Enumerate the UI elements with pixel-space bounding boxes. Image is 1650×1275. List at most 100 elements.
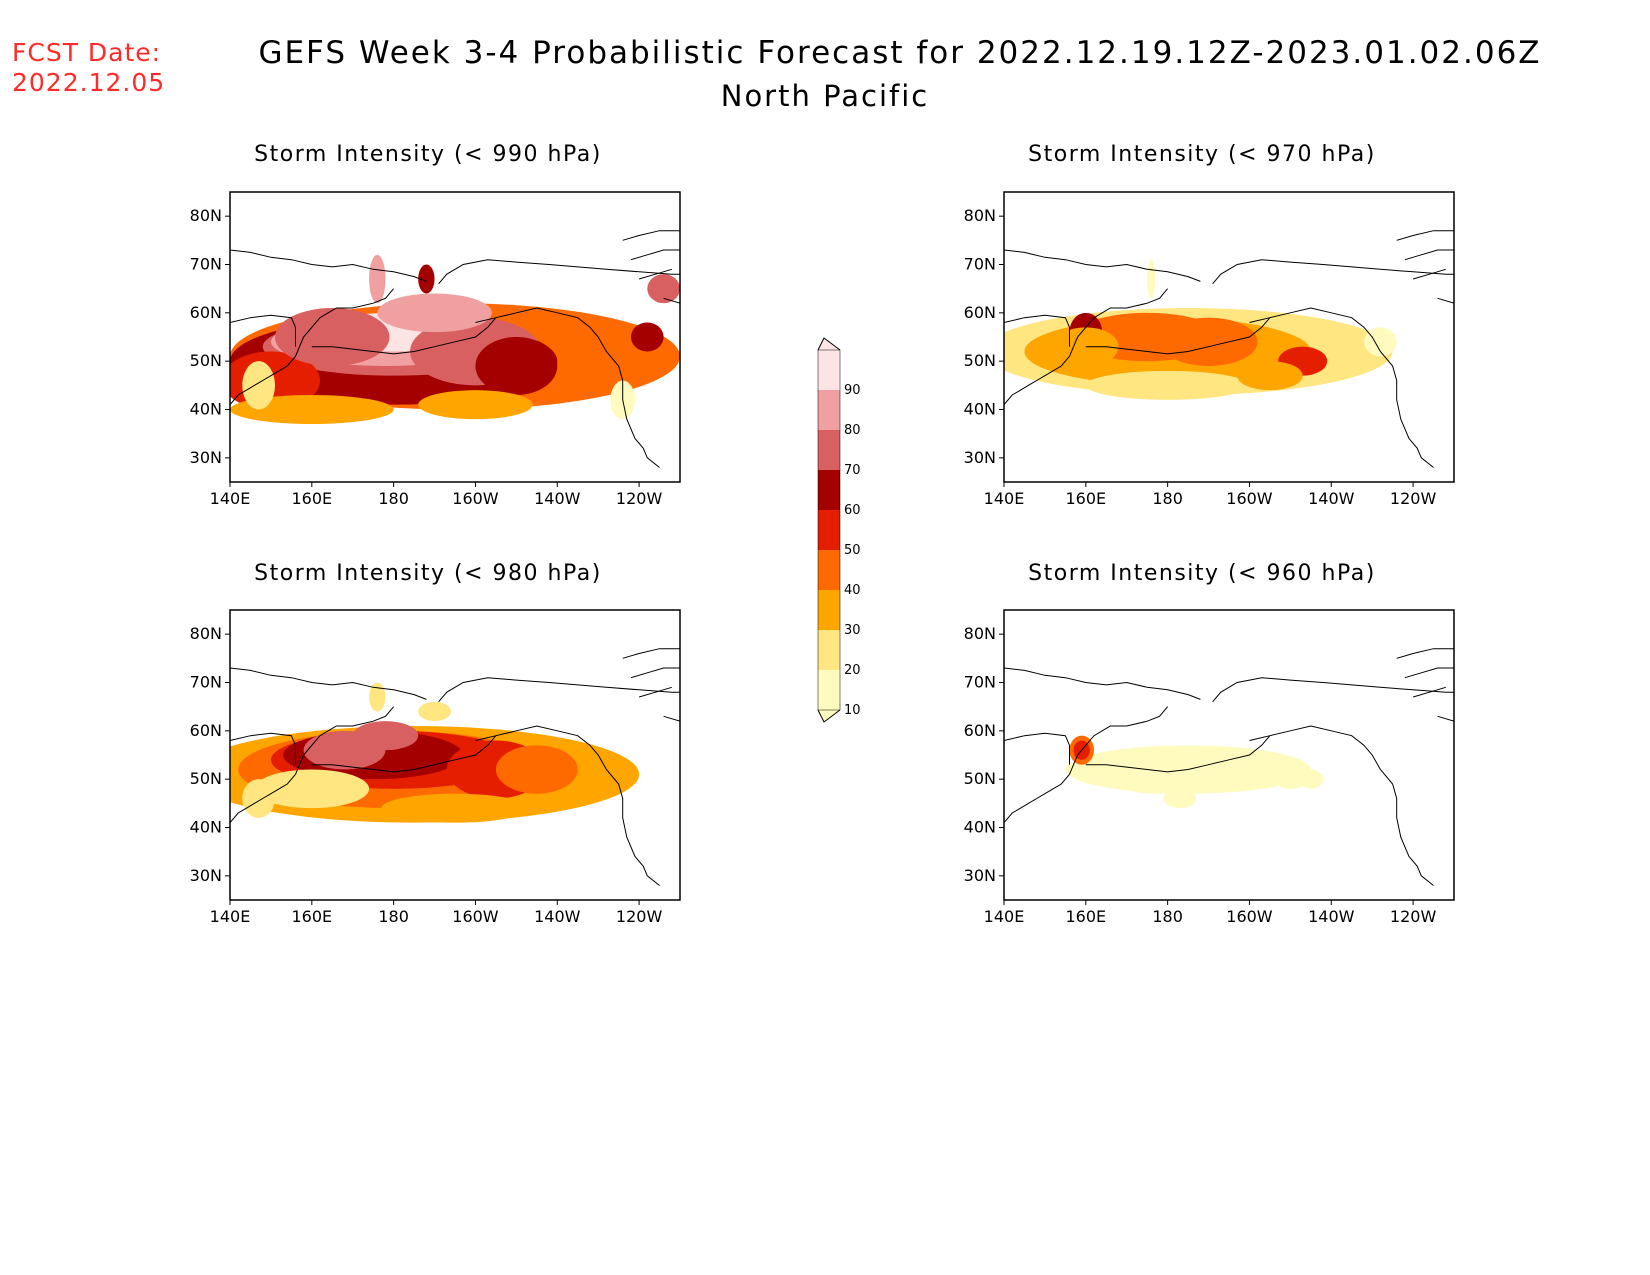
probability-contour: [1364, 327, 1397, 357]
probability-contour: [377, 293, 492, 333]
lat-tick-label: 30N: [964, 866, 996, 885]
coastline: [1412, 686, 1446, 698]
probability-contour: [352, 721, 419, 751]
lat-tick-label: 80N: [964, 206, 996, 225]
lon-tick-label: 140E: [210, 489, 251, 508]
lat-tick-label: 40N: [964, 818, 996, 837]
lon-tick-label: 160W: [452, 489, 499, 508]
probability-contour: [381, 793, 529, 823]
coastline: [1404, 667, 1454, 679]
probability-contour: [475, 337, 558, 395]
lon-tick-label: 160W: [1226, 489, 1273, 508]
lon-tick-label: 140W: [534, 489, 581, 508]
lon-tick-label: 160W: [452, 907, 499, 926]
coastline: [1085, 735, 1271, 773]
lon-tick-label: 180: [1152, 489, 1183, 508]
probability-contour: [275, 308, 390, 366]
coastline: [1004, 732, 1070, 765]
lon-tick-label: 160E: [1065, 489, 1106, 508]
lon-tick-label: 140W: [1308, 489, 1355, 508]
probability-contour: [369, 254, 386, 304]
colorbar-label: 10: [844, 703, 861, 718]
forecast-date-label: FCST Date: 2022.12.05: [12, 38, 165, 98]
map-frame: [1003, 191, 1455, 483]
coastline: [230, 249, 427, 282]
map-frame: [1003, 609, 1455, 901]
probability-contour: [1163, 788, 1197, 809]
map-frame: [229, 609, 681, 901]
panel-title-960: Storm Intensity (< 960 hPa): [1028, 561, 1376, 586]
coastline: [1412, 268, 1446, 280]
lat-tick-label: 80N: [190, 206, 222, 225]
fcst-label: FCST Date:: [12, 38, 162, 67]
coastline: [1437, 715, 1454, 722]
probability-contour: [418, 390, 533, 420]
coastline: [295, 288, 394, 357]
coastline: [622, 648, 680, 659]
colorbar-swatch: [818, 670, 840, 710]
coastline: [230, 355, 296, 406]
probability-contour: [1298, 769, 1324, 789]
colorbar-swatch: [818, 470, 840, 510]
coastline: [630, 249, 680, 261]
lon-tick-label: 140E: [210, 907, 251, 926]
fcst-date: 2022.12.05: [12, 68, 166, 97]
probability-contour: [1147, 259, 1156, 299]
lat-tick-label: 40N: [190, 818, 222, 837]
map-panel-970: 80N 70N 60N 50N 40N 30N 140E 160E 180 160W 140W 120…: [964, 191, 1455, 508]
coastline: [622, 230, 680, 241]
colorbar-swatch: [818, 630, 840, 670]
colorbar-label: 70: [844, 463, 861, 478]
probability-contour: [630, 322, 664, 352]
lon-tick-label: 140E: [984, 489, 1025, 508]
lon-tick-label: 160W: [1226, 907, 1273, 926]
colorbar-label: 40: [844, 583, 861, 598]
coastline: [295, 706, 394, 775]
coastline: [663, 297, 680, 304]
probability-contour: [495, 745, 578, 794]
lat-tick-label: 50N: [964, 351, 996, 370]
lat-tick-label: 70N: [964, 255, 996, 274]
probability-contour: [1216, 750, 1283, 780]
lat-tick-label: 80N: [190, 624, 222, 643]
coastline: [475, 725, 660, 886]
coastline: [438, 259, 680, 285]
map-frame: [229, 191, 681, 483]
coastline: [663, 715, 680, 722]
colorbar-label: 80: [844, 423, 861, 438]
coastline: [1212, 677, 1454, 703]
coastline: [1004, 249, 1201, 282]
coastline: [1249, 725, 1434, 886]
colorbar-swatch: [818, 510, 840, 550]
page-title: GEFS Week 3-4 Probabilistic Forecast for…: [258, 35, 1542, 71]
lat-tick-label: 30N: [964, 448, 996, 467]
coastline: [630, 667, 680, 679]
lon-tick-label: 180: [378, 907, 409, 926]
lat-tick-label: 50N: [964, 769, 996, 788]
lat-tick-label: 50N: [190, 351, 222, 370]
probability-contour: [254, 769, 370, 809]
coastline: [230, 773, 296, 824]
map-panel-980: 80N 70N 60N 50N 40N 30N 140E 160E 180 160W 140W 120…: [190, 609, 681, 926]
lat-tick-label: 60N: [964, 721, 996, 740]
coastline: [1404, 249, 1454, 261]
lat-tick-label: 70N: [190, 673, 222, 692]
coastline: [311, 317, 497, 355]
colorbar-swatch: [818, 350, 840, 390]
coastline: [1212, 259, 1454, 285]
lon-tick-label: 120W: [616, 489, 663, 508]
colorbar-swatch: [818, 430, 840, 470]
probability-contour: [1085, 370, 1250, 400]
page-subtitle: North Pacific: [720, 79, 930, 113]
coastline: [1069, 288, 1168, 357]
lon-tick-label: 180: [378, 489, 409, 508]
colorbar-label: 90: [844, 383, 861, 398]
probability-contour: [647, 274, 680, 304]
coastline: [638, 686, 672, 698]
probability-contour: [418, 701, 451, 722]
colorbar-label: 30: [844, 623, 861, 638]
lon-tick-label: 140E: [984, 907, 1025, 926]
lon-tick-label: 120W: [616, 907, 663, 926]
lon-tick-label: 120W: [1390, 489, 1437, 508]
coastline: [230, 314, 296, 347]
